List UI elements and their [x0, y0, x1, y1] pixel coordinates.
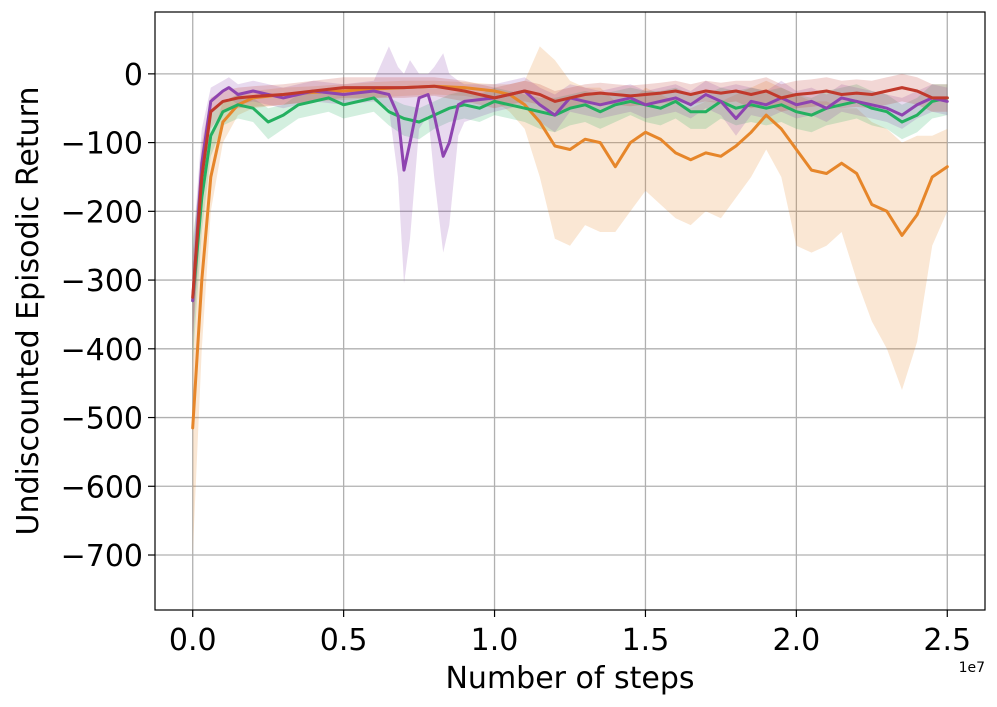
- y-tick-label: −100: [61, 127, 143, 162]
- x-tick-label: 1.0: [471, 623, 519, 658]
- y-tick-label: −400: [61, 333, 143, 368]
- x-tick-label: 2.5: [923, 623, 971, 658]
- x-tick-label: 0.0: [169, 623, 217, 658]
- series-4-line: [191, 84, 949, 299]
- series-lines: [191, 84, 949, 430]
- grid-lines: [155, 12, 985, 610]
- y-tick-label: −300: [61, 264, 143, 299]
- x-tick-label: 2.0: [773, 623, 821, 658]
- y-tick-label: −200: [61, 195, 143, 230]
- x-axis-offset-label: 1e7: [959, 660, 985, 676]
- axis-ticks: 0.0 0.5 1.0 1.5 2.0 2.5 0 −100 −200 −300 −400 −500 −…: [61, 58, 972, 658]
- series-2-line: [191, 96, 949, 303]
- y-tick-label: −700: [61, 539, 143, 574]
- y-axis-label: Undiscounted Episodic Return: [11, 87, 46, 536]
- y-tick-label: −600: [61, 470, 143, 505]
- series-2-band: [192, 84, 948, 363]
- series-3-line: [191, 86, 949, 303]
- plot-frame: [154, 11, 986, 611]
- series-4-band: [192, 73, 948, 336]
- x-tick-label: 0.5: [320, 623, 368, 658]
- x-tick-label: 1.5: [622, 623, 670, 658]
- x-axis-label: Number of steps: [445, 661, 694, 696]
- y-tick-label: 0: [124, 58, 143, 93]
- y-tick-label: −500: [61, 402, 143, 437]
